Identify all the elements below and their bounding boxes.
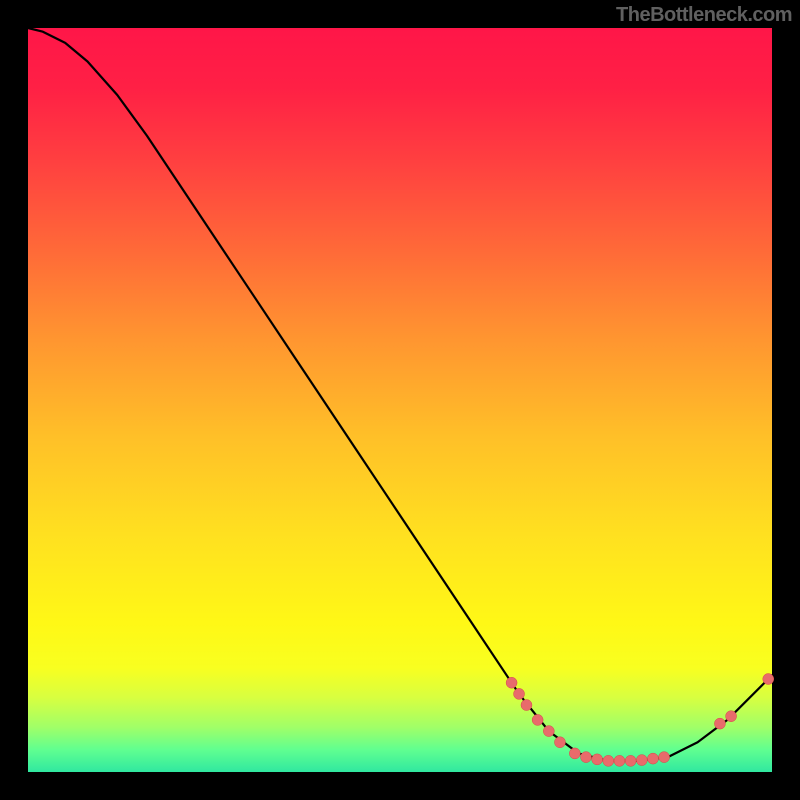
plot-background <box>28 28 772 772</box>
data-marker <box>569 748 580 759</box>
data-marker <box>532 714 543 725</box>
data-marker <box>647 753 658 764</box>
data-marker <box>592 754 603 765</box>
data-marker <box>714 718 725 729</box>
data-marker <box>726 711 737 722</box>
data-marker <box>554 737 565 748</box>
data-marker <box>543 726 554 737</box>
data-marker <box>625 755 636 766</box>
data-marker <box>514 688 525 699</box>
data-marker <box>659 752 670 763</box>
chart-svg <box>0 0 800 800</box>
watermark-text: TheBottleneck.com <box>616 4 792 27</box>
data-marker <box>636 755 647 766</box>
data-marker <box>614 755 625 766</box>
data-marker <box>763 674 774 685</box>
bottleneck-chart <box>0 0 800 800</box>
data-marker <box>603 755 614 766</box>
data-marker <box>506 677 517 688</box>
data-marker <box>521 700 532 711</box>
data-marker <box>581 752 592 763</box>
